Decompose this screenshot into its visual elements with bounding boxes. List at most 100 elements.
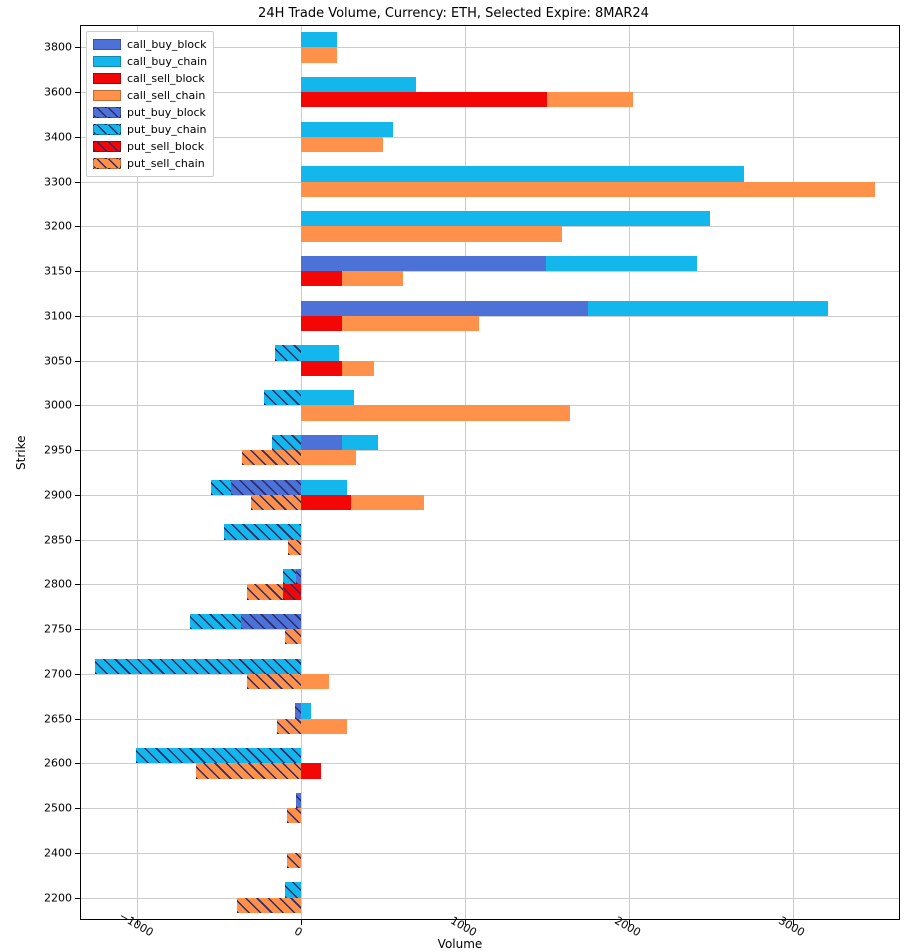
bar-put-sell-chain xyxy=(277,719,302,734)
legend-label: put_sell_block xyxy=(127,140,204,153)
bar-put-buy-chain xyxy=(224,524,301,539)
legend-swatch xyxy=(93,107,121,118)
legend-swatch xyxy=(93,124,121,135)
bar-put-sell-chain xyxy=(196,763,301,778)
bar-put-buy-chain xyxy=(283,569,296,584)
bar-call-buy-chain xyxy=(301,32,337,47)
bar-put-buy-block xyxy=(296,793,301,808)
bar-call-sell-block xyxy=(301,495,350,510)
volume-chart: 24H Trade Volume, Currency: ETH, Selecte… xyxy=(0,0,907,952)
bar-put-buy-chain xyxy=(136,748,302,763)
bar-call-buy-chain xyxy=(588,301,827,316)
bar-put-sell-chain xyxy=(285,629,301,644)
bar-call-sell-chain xyxy=(301,47,337,62)
bar-put-sell-chain xyxy=(287,808,302,823)
bar-put-sell-chain xyxy=(247,674,301,689)
bar-call-sell-chain xyxy=(301,226,562,241)
gridline-h xyxy=(80,495,900,496)
gridline-v xyxy=(793,25,794,920)
axis-border xyxy=(80,919,900,920)
axis-border xyxy=(80,25,900,26)
bar-call-sell-block xyxy=(301,92,547,107)
y-axis-label: Strike xyxy=(14,436,28,471)
chart-title: 24H Trade Volume, Currency: ETH, Selecte… xyxy=(0,6,907,21)
bar-put-buy-block xyxy=(295,703,302,718)
ytick-mark xyxy=(75,763,80,764)
bar-put-buy-chain xyxy=(275,345,301,360)
bar-call-sell-chain xyxy=(301,719,347,734)
legend-swatch xyxy=(93,56,121,67)
gridline-h xyxy=(80,361,900,362)
ytick-label: 2700 xyxy=(44,667,72,680)
legend-swatch xyxy=(93,90,121,101)
ytick-label: 2500 xyxy=(44,802,72,815)
bar-call-sell-chain xyxy=(301,182,875,197)
ytick-label: 2850 xyxy=(44,533,72,546)
ytick-mark xyxy=(75,405,80,406)
bar-call-buy-chain xyxy=(301,211,709,226)
bar-put-buy-block xyxy=(241,614,302,629)
legend-label: put_buy_chain xyxy=(127,123,207,136)
gridline-h xyxy=(80,584,900,585)
ytick-label: 2400 xyxy=(44,846,72,859)
ytick-mark xyxy=(75,584,80,585)
bar-call-buy-chain xyxy=(546,256,697,271)
xtick-label: 0 xyxy=(292,925,305,940)
ytick-mark xyxy=(75,137,80,138)
bar-call-buy-chain xyxy=(301,345,339,360)
bar-put-buy-block xyxy=(231,480,302,495)
ytick-label: 2750 xyxy=(44,623,72,636)
bar-put-buy-chain xyxy=(95,659,302,674)
ytick-mark xyxy=(75,226,80,227)
bar-call-sell-chain xyxy=(342,316,478,331)
legend-item: put_sell_chain xyxy=(93,155,207,172)
bar-call-buy-chain xyxy=(301,480,347,495)
xtick-mark xyxy=(301,920,302,925)
legend-swatch xyxy=(93,39,121,50)
bar-put-sell-chain xyxy=(242,450,301,465)
bar-put-buy-chain xyxy=(272,435,302,450)
ytick-label: 3400 xyxy=(44,130,72,143)
ytick-label: 2900 xyxy=(44,488,72,501)
gridline-v xyxy=(629,25,630,920)
legend-item: put_buy_chain xyxy=(93,121,207,138)
gridline-h xyxy=(80,719,900,720)
bar-call-sell-chain xyxy=(301,405,570,420)
legend-label: call_sell_block xyxy=(127,72,205,85)
bar-call-sell-chain xyxy=(301,450,355,465)
gridline-h xyxy=(80,674,900,675)
bar-put-buy-chain xyxy=(190,614,241,629)
gridline-v xyxy=(465,25,466,920)
legend-label: call_sell_chain xyxy=(127,89,205,102)
bar-call-buy-chain xyxy=(301,77,416,92)
bar-put-buy-chain xyxy=(264,390,302,405)
ytick-mark xyxy=(75,719,80,720)
bar-call-sell-chain xyxy=(301,137,383,152)
legend-label: put_sell_chain xyxy=(127,157,205,170)
ytick-mark xyxy=(75,361,80,362)
ytick-mark xyxy=(75,182,80,183)
bar-call-sell-block xyxy=(301,361,342,376)
ytick-label: 3800 xyxy=(44,41,72,54)
ytick-mark xyxy=(75,47,80,48)
legend-label: call_buy_chain xyxy=(127,55,207,68)
ytick-label: 2650 xyxy=(44,712,72,725)
ytick-label: 3100 xyxy=(44,309,72,322)
bar-call-sell-block xyxy=(301,316,342,331)
gridline-h xyxy=(80,898,900,899)
axis-border xyxy=(899,25,900,920)
bar-call-sell-chain xyxy=(547,92,632,107)
ytick-mark xyxy=(75,92,80,93)
ytick-mark xyxy=(75,674,80,675)
ytick-mark xyxy=(75,808,80,809)
ytick-mark xyxy=(75,629,80,630)
ytick-label: 3000 xyxy=(44,399,72,412)
gridline-h xyxy=(80,808,900,809)
ytick-label: 2950 xyxy=(44,444,72,457)
ytick-label: 2800 xyxy=(44,578,72,591)
legend-item: call_buy_block xyxy=(93,36,207,53)
legend-label: put_buy_block xyxy=(127,106,206,119)
legend-swatch xyxy=(93,73,121,84)
gridline-h xyxy=(80,853,900,854)
ytick-label: 2600 xyxy=(44,757,72,770)
